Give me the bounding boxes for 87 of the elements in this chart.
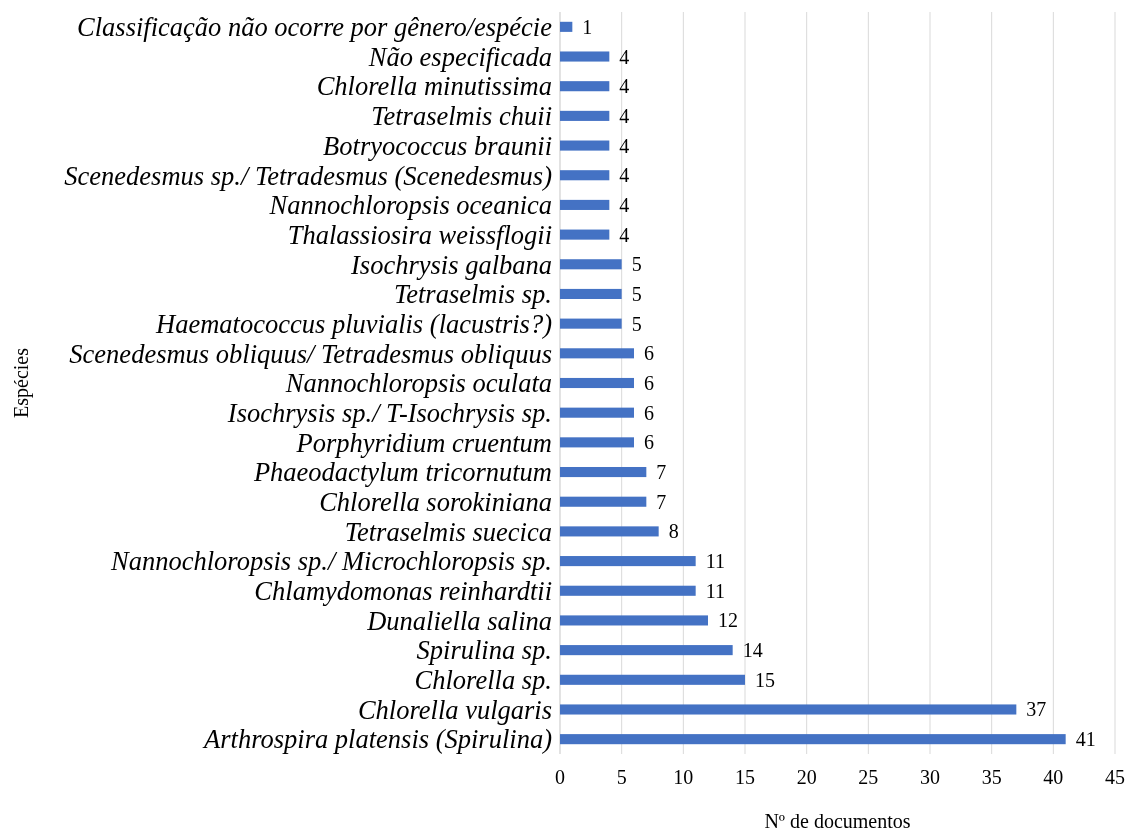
y-tick-label: Classificação não ocorre por gênero/espécie xyxy=(77,12,553,43)
data-label: 4 xyxy=(619,75,630,98)
x-tick-label: 30 xyxy=(920,766,940,788)
y-tick-label: Chlorella sp. xyxy=(414,665,552,696)
bar xyxy=(560,259,622,270)
y-tick-label: Chlorella minutissima xyxy=(316,71,552,102)
data-label: 4 xyxy=(619,104,630,127)
y-tick-label: Nannochloropsis oceanica xyxy=(268,190,552,221)
bar xyxy=(560,704,1017,715)
y-tick-label: Tetraselmis sp. xyxy=(393,279,552,310)
data-label: 14 xyxy=(742,639,763,662)
y-tick-label: Scenedesmus obliquus/ Tetradesmus obliquus xyxy=(69,338,552,369)
y-tick-label: Arthrospira platensis (Spirulina) xyxy=(202,724,553,755)
x-tick-label: 0 xyxy=(555,766,565,788)
bar xyxy=(560,318,622,329)
bar xyxy=(560,437,634,448)
data-label: 37 xyxy=(1026,698,1047,721)
y-tick-label: Botryococcus braunii xyxy=(323,130,552,161)
bar xyxy=(560,615,708,626)
bar xyxy=(560,81,610,92)
data-label: 1 xyxy=(582,15,593,38)
data-label: 11 xyxy=(705,579,725,602)
bar xyxy=(560,674,745,685)
data-label: 4 xyxy=(619,193,630,216)
data-label: 6 xyxy=(644,401,654,424)
data-label: 7 xyxy=(656,490,667,513)
y-tick-label: Tetraselmis chuii xyxy=(371,101,552,132)
y-tick-label: Phaeodactylum tricornutum xyxy=(252,457,552,488)
bar xyxy=(560,229,610,240)
data-label: 5 xyxy=(631,282,642,305)
data-label: 15 xyxy=(755,668,775,691)
x-tick-label: 45 xyxy=(1105,766,1125,788)
x-tick-label: 35 xyxy=(981,766,1002,788)
x-tick-label: 10 xyxy=(673,766,694,788)
data-label: 11 xyxy=(705,550,725,573)
y-tick-label: Não especificada xyxy=(367,41,552,72)
bar xyxy=(560,526,659,537)
bar xyxy=(560,170,610,181)
y-tick-label: Isochrysis sp./ T-Isochrysis sp. xyxy=(226,397,552,428)
data-label: 4 xyxy=(619,45,630,68)
bar xyxy=(560,734,1066,745)
data-label: 4 xyxy=(619,223,630,246)
y-tick-label: Nannochloropsis sp./ Microchloropsis sp. xyxy=(110,546,552,577)
y-tick-label: Porphyridium cruentum xyxy=(295,427,552,458)
y-tick-label: Nannochloropsis oculata xyxy=(284,368,552,399)
data-label: 4 xyxy=(619,164,630,187)
x-tick-label: 5 xyxy=(616,766,627,788)
bar xyxy=(560,21,573,32)
data-label: 41 xyxy=(1075,728,1096,751)
data-label: 6 xyxy=(644,372,654,394)
data-label: 7 xyxy=(656,461,667,484)
x-tick-label: 40 xyxy=(1043,766,1064,788)
data-label: 4 xyxy=(619,134,630,157)
y-tick-label: Chlamydomonas reinhardtii xyxy=(254,576,552,607)
data-label: 8 xyxy=(668,520,679,543)
bar xyxy=(560,556,696,567)
bar xyxy=(560,140,610,151)
data-label: 6 xyxy=(644,431,654,454)
x-tick-label: 25 xyxy=(858,766,879,788)
bar xyxy=(560,51,610,62)
y-tick-label: Haematococcus pluvialis (lacustris?) xyxy=(155,308,553,339)
bar xyxy=(560,466,647,478)
y-tick-label: Dunaliella salina xyxy=(366,605,552,636)
bar xyxy=(560,348,634,359)
y-tick-label: Isochrysis galbana xyxy=(350,249,552,280)
y-tick-label: Thalassiosira weissflogii xyxy=(287,219,552,250)
y-tick-label: Chlorella vulgaris xyxy=(357,694,552,725)
y-tick-label: Tetraselmis suecica xyxy=(344,516,552,547)
data-label: 6 xyxy=(644,342,654,365)
bar xyxy=(560,199,610,210)
bar xyxy=(560,407,634,418)
x-tick-label: 20 xyxy=(796,766,817,788)
bar xyxy=(560,585,696,596)
y-axis-title: Espécies xyxy=(10,347,33,418)
bar xyxy=(560,288,622,300)
bar xyxy=(560,645,733,656)
x-tick-label: 15 xyxy=(735,766,755,788)
y-tick-label: Scenedesmus sp./ Tetradesmus (Scenedesmus) xyxy=(64,160,553,191)
y-tick-label: Spirulina sp. xyxy=(416,635,552,666)
x-axis-title: Nº de documentos xyxy=(764,810,911,832)
bar xyxy=(560,496,647,507)
data-label: 12 xyxy=(718,609,738,632)
bar xyxy=(560,377,634,389)
data-label: 5 xyxy=(631,253,642,276)
bar xyxy=(560,110,610,121)
data-label: 5 xyxy=(631,312,642,335)
y-tick-label: Chlorella sorokiniana xyxy=(319,486,552,517)
